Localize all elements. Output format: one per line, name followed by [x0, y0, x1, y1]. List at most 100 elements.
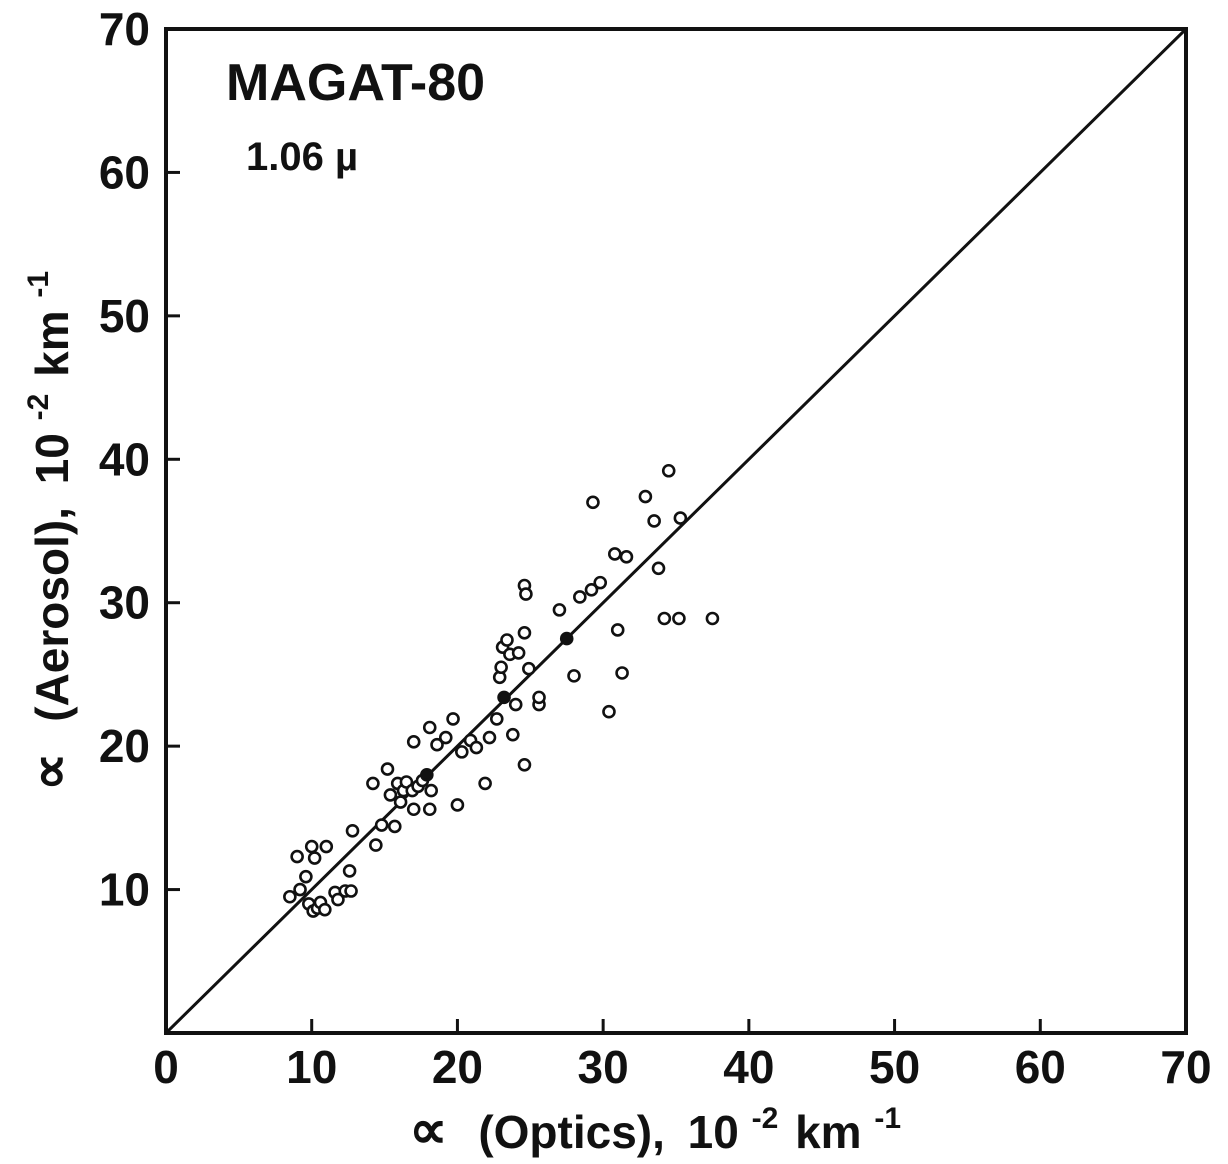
data-point	[446, 712, 460, 726]
y-tick-label: 10	[99, 864, 150, 916]
data-point	[406, 802, 421, 817]
data-point	[567, 669, 581, 683]
data-point	[657, 611, 672, 626]
y-axis-unit: km	[26, 310, 78, 376]
data-point	[374, 818, 389, 832]
data-point	[406, 735, 421, 749]
data-point	[610, 623, 625, 637]
x-axis-symbol: ∝	[409, 1100, 448, 1160]
x-axis-exp1: -2	[752, 1102, 779, 1135]
data-point	[422, 720, 437, 735]
data-point	[369, 838, 383, 852]
wavelength-annotation: 1.06 µ	[246, 135, 358, 179]
data-point	[283, 889, 297, 904]
data-point	[573, 590, 587, 604]
y-axis-title-text: ∝ (Aerosol), 10 -2 km -1	[6, 271, 80, 791]
y-axis-text: (Aerosol),	[26, 507, 78, 722]
data-point	[293, 882, 307, 897]
x-axis-exp2: -1	[874, 1102, 901, 1135]
data-point	[519, 587, 533, 601]
data-point	[344, 884, 358, 898]
data-point	[705, 611, 720, 626]
data-point	[450, 798, 465, 812]
data-point	[522, 661, 536, 676]
data-point	[586, 495, 600, 510]
data-point	[290, 849, 304, 864]
y-axis-symbol: ∝	[20, 753, 80, 792]
data-point	[500, 633, 514, 647]
data-point	[482, 730, 497, 745]
x-axis-base: 10	[688, 1106, 739, 1158]
data-point	[602, 704, 616, 719]
data-point	[420, 768, 434, 782]
data-point	[422, 802, 437, 817]
data-point	[661, 463, 676, 478]
data-point	[619, 550, 634, 564]
x-tick-label: 10	[286, 1041, 337, 1093]
data-point	[318, 902, 332, 917]
data-point	[517, 757, 532, 772]
data-point	[383, 788, 398, 802]
plot-frame	[164, 27, 1188, 1035]
x-tick-label: 50	[869, 1041, 920, 1093]
data-point	[532, 690, 546, 705]
data-point	[307, 851, 322, 865]
x-tick-label: 30	[578, 1041, 629, 1093]
data-point	[380, 762, 395, 776]
data-point	[593, 575, 608, 590]
data-point	[304, 839, 319, 854]
x-tick-label: 40	[723, 1041, 774, 1093]
data-point	[393, 795, 408, 809]
x-tick-label: 60	[1015, 1041, 1066, 1093]
data-point	[647, 514, 661, 528]
data-point	[430, 737, 444, 752]
y-tick-label: 50	[99, 290, 150, 342]
data-point	[615, 666, 629, 680]
data-point	[342, 864, 357, 878]
y-tick-label: 20	[99, 720, 150, 772]
data-point	[511, 646, 526, 660]
data-point	[454, 745, 469, 759]
data-point	[673, 511, 688, 525]
data-point	[387, 819, 402, 834]
data-point	[505, 727, 520, 742]
x-tick-label: 70	[1160, 1041, 1211, 1093]
data-point	[345, 823, 360, 838]
data-point	[494, 660, 508, 675]
data-point	[517, 626, 532, 640]
dataset-annotation: MAGAT-80	[226, 54, 485, 112]
data-point	[489, 712, 504, 726]
data-point	[638, 489, 653, 504]
data-point	[438, 730, 453, 745]
reference-line	[164, 27, 1188, 1035]
y-tick-label: 40	[99, 433, 150, 485]
data-point	[559, 631, 574, 646]
data-point	[584, 583, 599, 597]
data-point	[497, 690, 511, 705]
y-axis-title: ∝ (Aerosol), 10 -2 km -1	[6, 271, 80, 791]
y-tick-label: 30	[99, 577, 150, 629]
data-point	[607, 547, 622, 561]
y-tick-label: 70	[99, 3, 150, 55]
data-point	[672, 611, 686, 626]
y-axis-exp2: -1	[22, 271, 55, 298]
y-axis-base: 10	[26, 433, 78, 484]
data-point	[299, 869, 313, 884]
data-point	[366, 776, 380, 791]
x-axis-unit: km	[795, 1106, 861, 1158]
data-point	[331, 892, 345, 907]
x-axis-text: (Optics),	[478, 1106, 665, 1158]
x-axis-title: ∝ (Optics), 10 -2 km -1	[409, 1086, 901, 1160]
data-point	[508, 697, 523, 712]
x-tick-label: 20	[432, 1041, 483, 1093]
data-point	[424, 783, 439, 798]
data-point	[319, 839, 334, 854]
y-axis-exp1: -2	[22, 394, 55, 421]
data-point	[651, 561, 666, 576]
data-point	[552, 603, 567, 617]
data-point	[469, 740, 484, 755]
y-tick-label: 60	[99, 146, 150, 198]
x-tick-label: 0	[153, 1041, 179, 1093]
data-point	[478, 776, 492, 791]
